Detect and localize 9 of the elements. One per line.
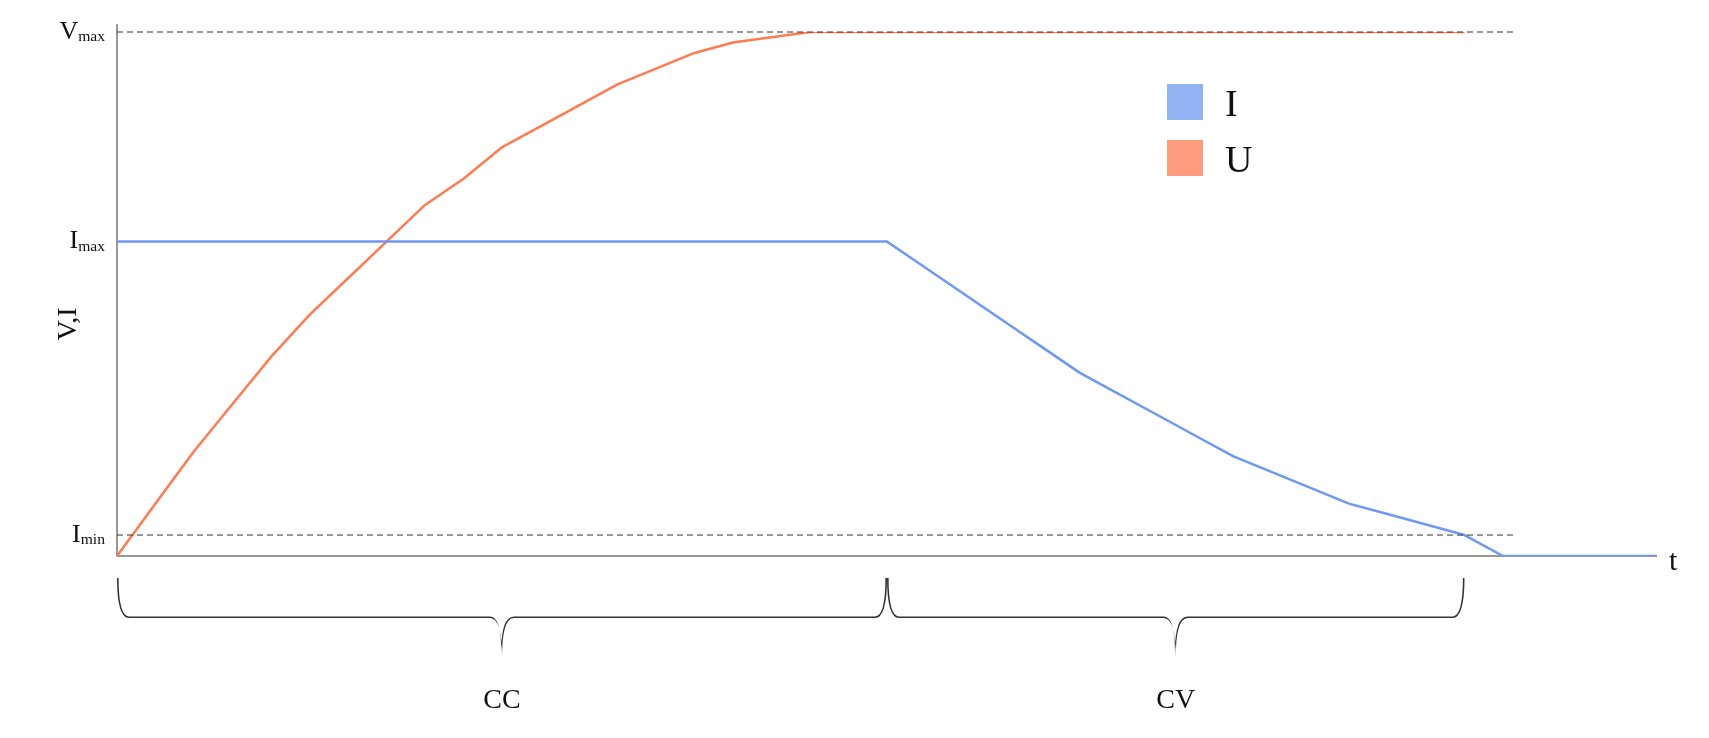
text: CC [483, 683, 521, 715]
y-axis-title: V,I [51, 307, 83, 341]
x-axis-title: t [1669, 542, 1678, 576]
ref-line-label: Imin [72, 518, 106, 548]
text: CV [1156, 683, 1196, 715]
legend-label: I [1225, 81, 1238, 124]
legend-label: U [1225, 137, 1253, 180]
text: Imax [69, 225, 106, 255]
ref-line-label: Vmax [59, 15, 106, 45]
